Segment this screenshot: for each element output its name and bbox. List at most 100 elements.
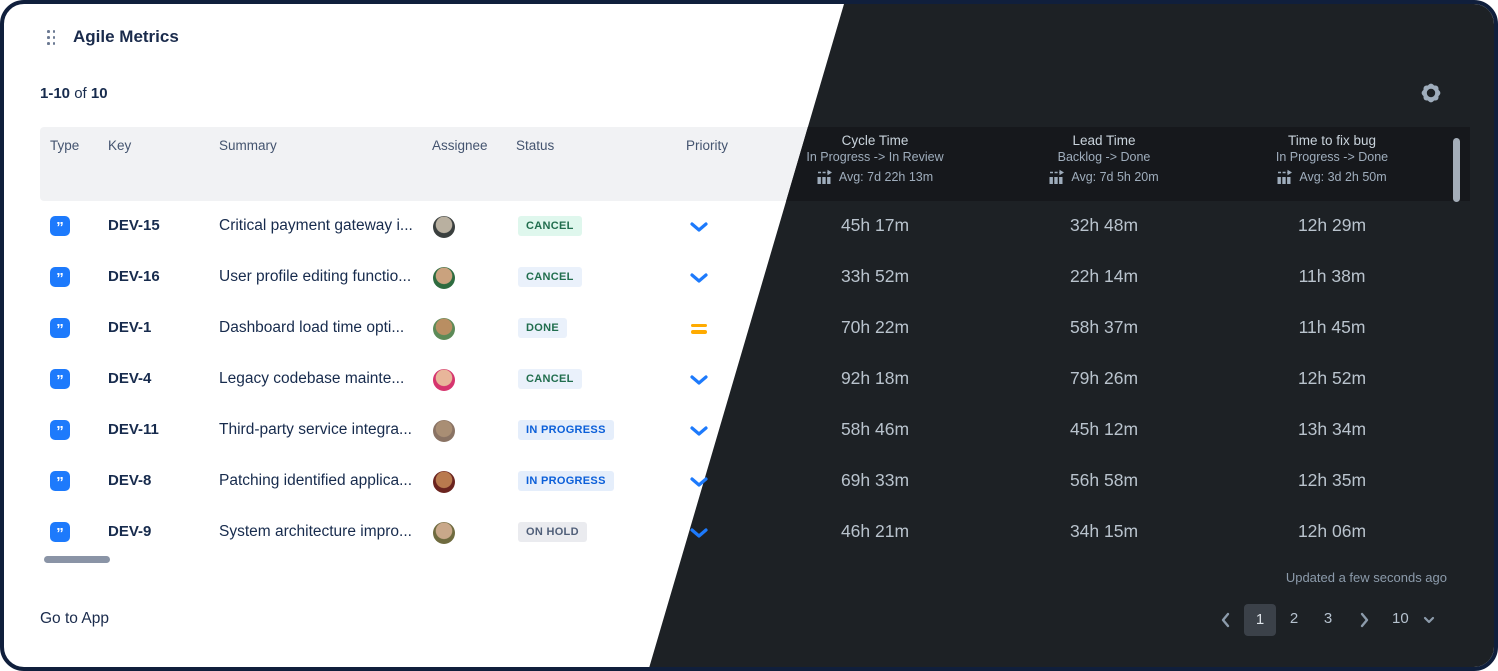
lead-time-value: 45h 12m	[1069, 419, 1139, 439]
lead-time-value: 22h 14m	[1069, 266, 1139, 286]
metric-title: Cycle Time	[841, 133, 909, 148]
cycle-time-value: 92h 18m	[840, 368, 910, 388]
priority-low-icon	[688, 252, 710, 303]
vertical-scrollbar[interactable]	[1453, 138, 1460, 202]
metric-average: Avg: 7d 5h 20m	[1071, 170, 1159, 184]
column-header-key[interactable]: Key	[108, 138, 132, 153]
issue-key[interactable]: DEV-16	[108, 268, 160, 285]
pagination-page-2[interactable]: 2	[1289, 610, 1299, 627]
assignee-avatar	[433, 267, 455, 289]
count-total: 10	[90, 85, 108, 102]
issue-key[interactable]: DEV-15	[108, 217, 160, 234]
cycle-time-value: 69h 33m	[840, 470, 910, 490]
metric-values-row: 45h 17m 32h 48m 12h 29m	[647, 201, 1494, 252]
table-row[interactable]: ” DEV-9 System architecture impro... ON HOL…	[4, 507, 764, 558]
metric-average: Avg: 7d 22h 13m	[838, 170, 934, 184]
result-count: 1-10 of 10	[40, 85, 108, 102]
column-header-type[interactable]: Type	[50, 138, 80, 153]
metric-subtitle: In Progress -> In Review	[806, 150, 944, 164]
metric-subtitle: In Progress -> Done	[1275, 150, 1389, 164]
metric-values-row: 46h 21m 34h 15m 12h 06m	[647, 507, 1494, 558]
status-badge: CANCEL	[518, 369, 582, 389]
issue-summary[interactable]: User profile editing functio...	[219, 268, 412, 285]
issue-summary[interactable]: Third-party service integra...	[219, 421, 412, 438]
issue-key[interactable]: DEV-4	[108, 370, 152, 387]
drag-handle-icon[interactable]	[47, 30, 56, 46]
priority-low-icon	[688, 456, 710, 507]
cycle-time-value: 46h 21m	[840, 521, 910, 541]
lead-time-value: 58h 37m	[1069, 317, 1139, 337]
status-badge: CANCEL	[518, 267, 582, 287]
chevron-down-icon[interactable]	[1422, 615, 1436, 625]
time-to-fix-value: 12h 29m	[1297, 215, 1367, 235]
column-header-priority[interactable]: Priority	[686, 138, 729, 153]
cycle-time-value: 70h 22m	[840, 317, 910, 337]
issue-type-story-icon: ”	[50, 369, 70, 389]
column-header-assignee[interactable]: Assignee	[432, 138, 488, 153]
priority-low-icon	[688, 507, 710, 558]
issue-key[interactable]: DEV-8	[108, 472, 152, 489]
status-badge: IN PROGRESS	[518, 471, 614, 491]
metric-title: Time to fix bug	[1287, 133, 1377, 148]
metric-values-row: 92h 18m 79h 26m 12h 52m	[647, 354, 1494, 405]
assignee-avatar	[433, 216, 455, 238]
status-badge: CANCEL	[518, 216, 582, 236]
time-to-fix-value: 11h 38m	[1298, 266, 1366, 286]
column-header-lead-time[interactable]: Lead Time Backlog -> Done Avg: 7d 5h 20m	[974, 133, 1234, 185]
issue-summary[interactable]: Patching identified applica...	[219, 472, 413, 489]
issue-key[interactable]: DEV-11	[108, 421, 159, 438]
pagination-page-3[interactable]: 3	[1323, 610, 1333, 627]
assignee-avatar	[433, 420, 455, 442]
lead-time-value: 56h 58m	[1069, 470, 1139, 490]
priority-low-icon	[688, 405, 710, 456]
count-of: of	[74, 85, 87, 102]
table-row[interactable]: ” DEV-15 Critical payment gateway i... CANC…	[4, 201, 764, 252]
horizontal-scrollbar[interactable]	[44, 556, 110, 563]
column-header-status[interactable]: Status	[516, 138, 555, 153]
widget-title: Agile Metrics	[73, 27, 179, 46]
assignee-avatar	[433, 318, 455, 340]
time-to-fix-value: 13h 34m	[1297, 419, 1367, 439]
issue-summary[interactable]: Legacy codebase mainte...	[219, 370, 405, 387]
cycle-time-value: 33h 52m	[840, 266, 910, 286]
page-size-select[interactable]: 10	[1392, 610, 1409, 627]
issue-summary[interactable]: Critical payment gateway i...	[219, 217, 413, 234]
column-header-cycle-time[interactable]: Cycle Time In Progress -> In Review Avg:…	[745, 133, 1005, 185]
issue-type-story-icon: ”	[50, 267, 70, 287]
updated-status: Updated a few seconds ago	[1285, 570, 1447, 585]
pagination-page-1[interactable]: 1	[1244, 604, 1276, 636]
metric-values-row: 58h 46m 45h 12m 13h 34m	[647, 405, 1494, 456]
issue-type-story-icon: ”	[50, 318, 70, 338]
table-row[interactable]: ” DEV-8 Patching identified applica... IN P…	[4, 456, 764, 507]
column-header-time-to-fix-bug[interactable]: Time to fix bug In Progress -> Done Avg:…	[1202, 133, 1462, 185]
table-row[interactable]: ” DEV-1 Dashboard load time opti... DONE	[4, 303, 764, 354]
issue-type-story-icon: ”	[50, 216, 70, 236]
issue-key[interactable]: DEV-9	[108, 523, 152, 540]
table-row[interactable]: ” DEV-16 User profile editing functio... CA…	[4, 252, 764, 303]
column-header-summary[interactable]: Summary	[219, 138, 277, 153]
issue-summary[interactable]: Dashboard load time opti...	[219, 319, 405, 336]
bar-chart-arrow-icon	[817, 169, 832, 184]
lead-time-value: 32h 48m	[1069, 215, 1139, 235]
metric-subtitle: Backlog -> Done	[1057, 150, 1151, 164]
time-to-fix-value: 12h 06m	[1297, 521, 1367, 541]
issue-key[interactable]: DEV-1	[108, 319, 152, 336]
priority-low-icon	[688, 201, 710, 252]
status-badge: IN PROGRESS	[518, 420, 614, 440]
issue-summary[interactable]: System architecture impro...	[219, 523, 412, 540]
issue-type-story-icon: ”	[50, 522, 70, 542]
metric-average: Avg: 3d 2h 50m	[1299, 170, 1387, 184]
assignee-avatar	[433, 522, 455, 544]
metric-values-row: 33h 52m 22h 14m 11h 38m	[647, 252, 1494, 303]
settings-gear-icon[interactable]	[1417, 79, 1445, 107]
table-row[interactable]: ” DEV-11 Third-party service integra... IN …	[4, 405, 764, 456]
status-badge: DONE	[518, 318, 567, 338]
pagination-next-button[interactable]	[1354, 610, 1374, 630]
cycle-time-value: 45h 17m	[840, 215, 910, 235]
metric-title: Lead Time	[1072, 133, 1136, 148]
table-row[interactable]: ” DEV-4 Legacy codebase mainte... CANCEL	[4, 354, 764, 405]
go-to-app-link[interactable]: Go to App	[40, 610, 109, 627]
time-to-fix-value: 11h 45m	[1298, 317, 1366, 337]
pagination-prev-button[interactable]	[1216, 610, 1236, 630]
bar-chart-arrow-icon	[1277, 169, 1293, 184]
